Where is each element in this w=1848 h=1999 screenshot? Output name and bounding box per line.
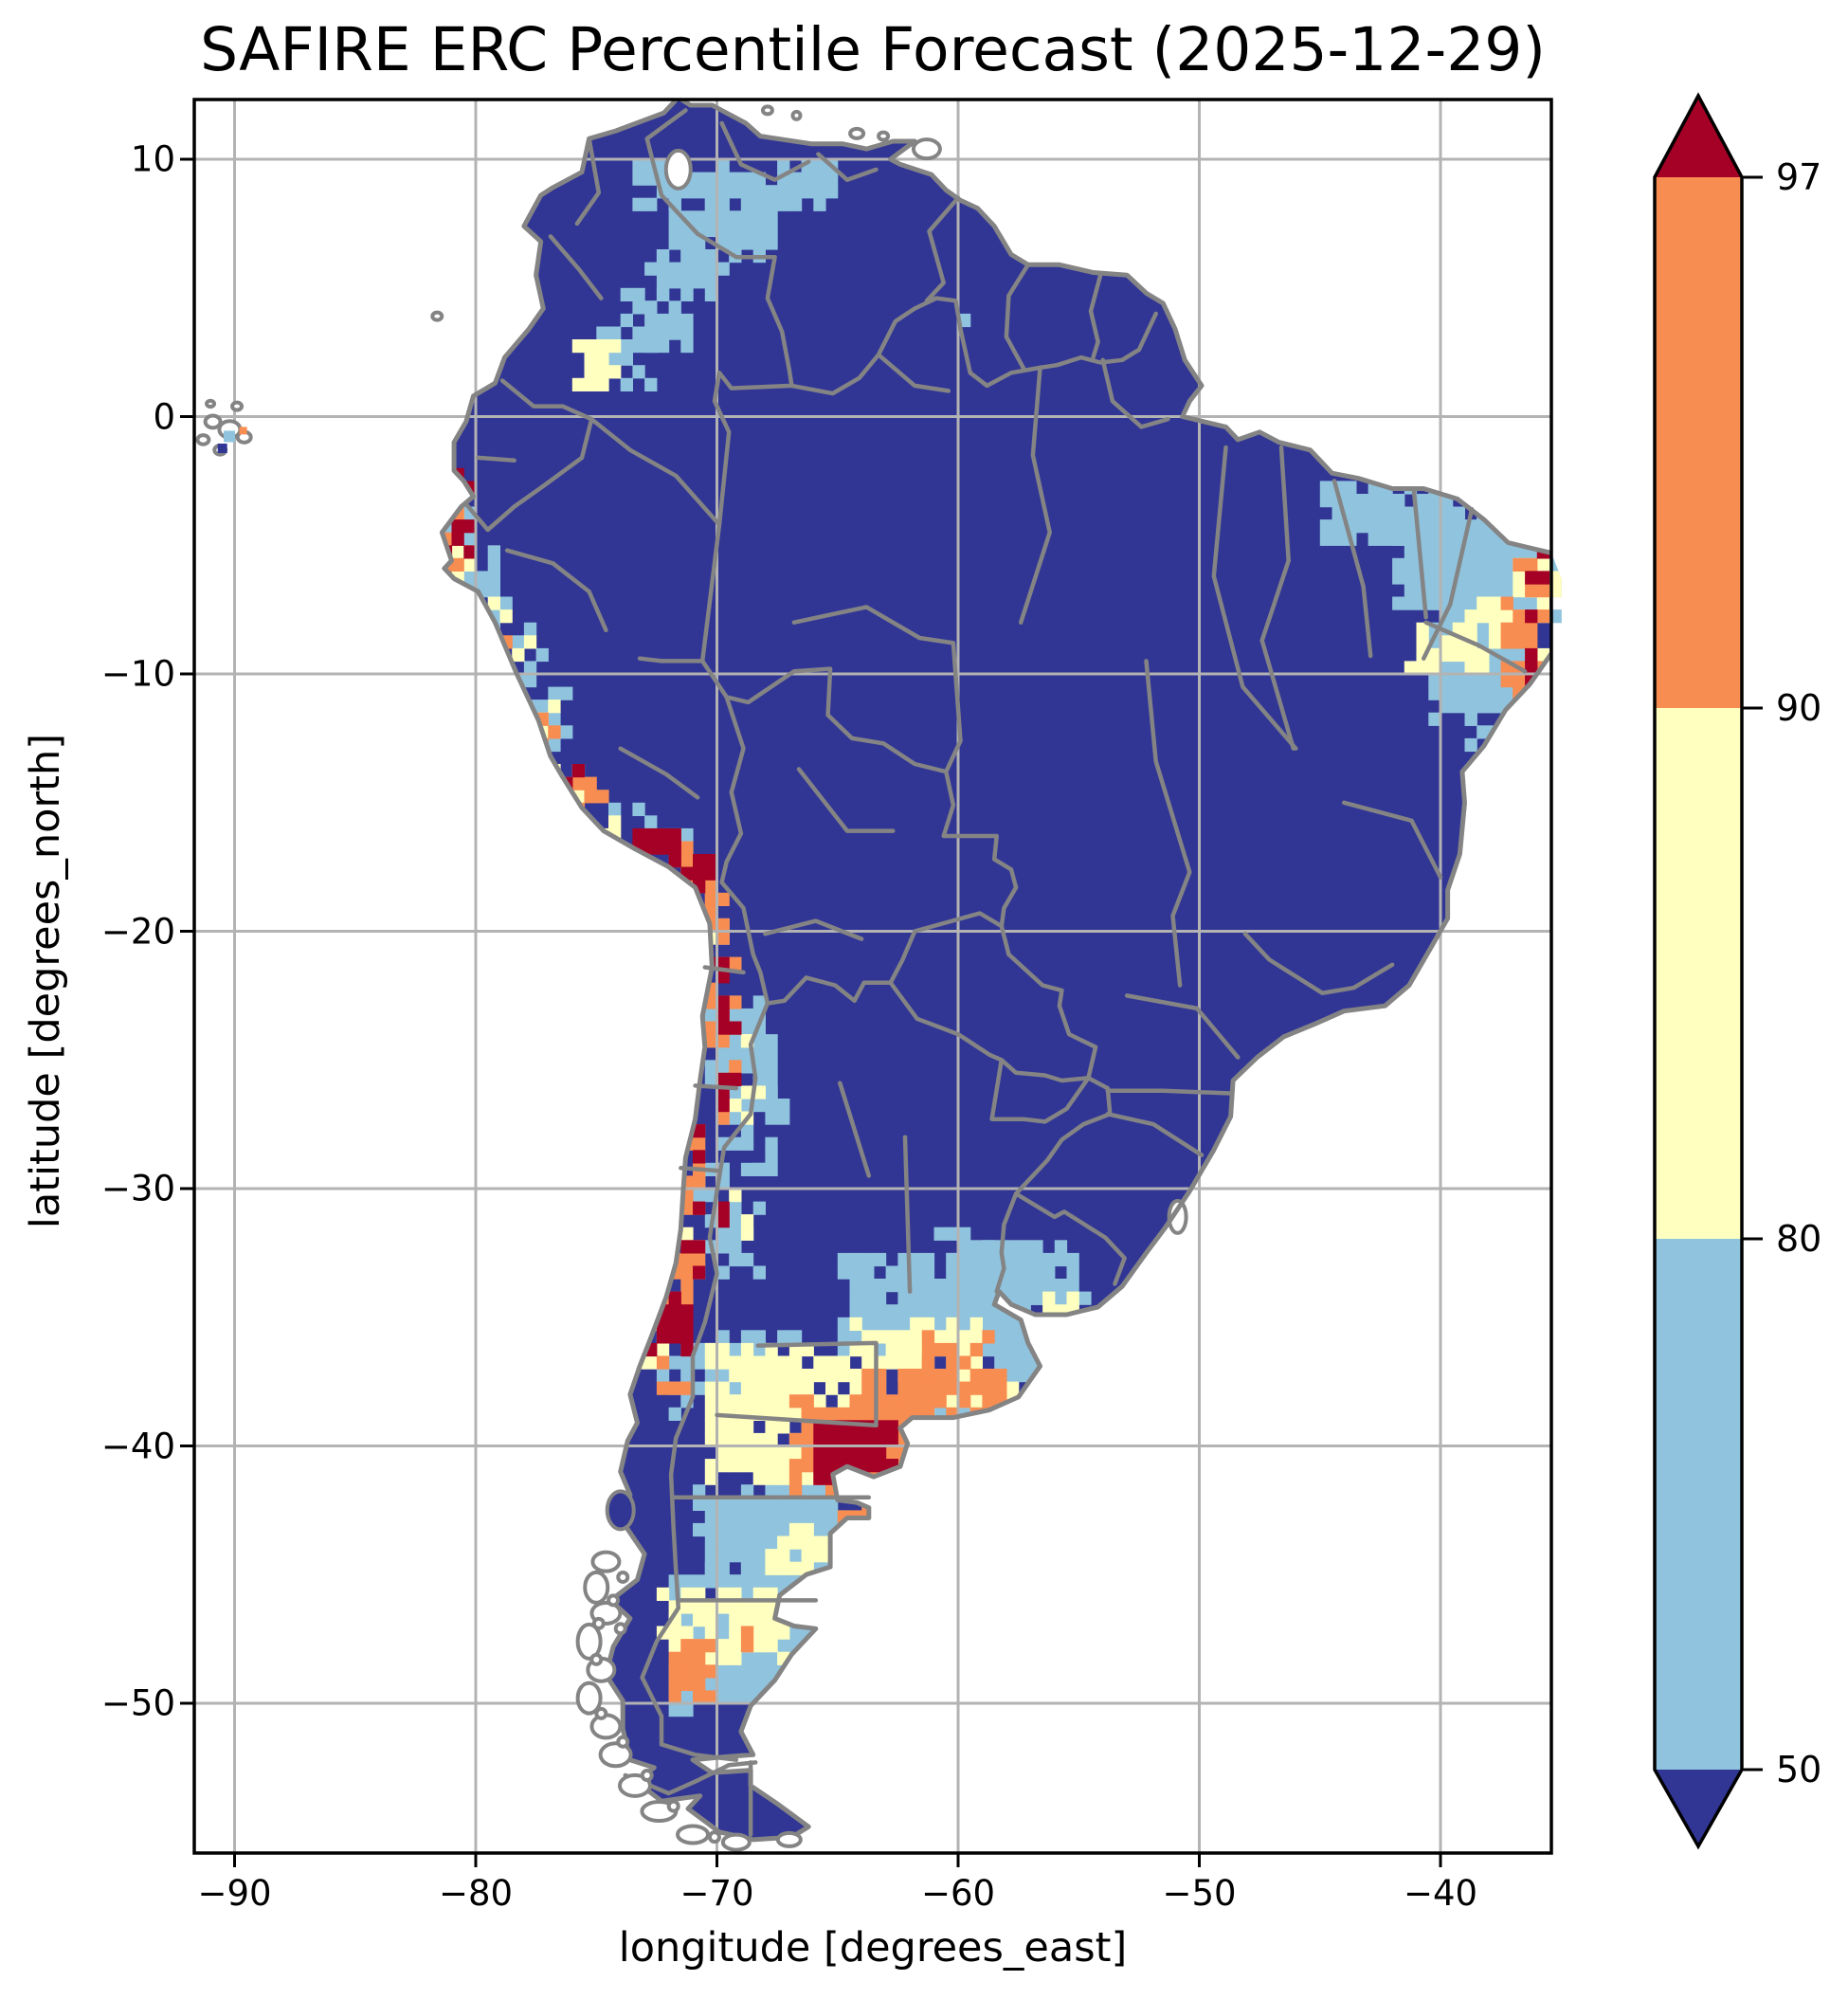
islands [195, 104, 942, 1852]
lagoons [663, 148, 1188, 1235]
colorbar-tick-label: 50 [1776, 1749, 1822, 1790]
x-tick-label: −80 [438, 1873, 514, 1914]
x-tick-label: −60 [920, 1873, 996, 1914]
x-tick-label: −90 [197, 1873, 272, 1914]
axes-frame [180, 98, 1553, 1867]
colorbar-tick-label: 90 [1776, 687, 1822, 729]
x-axis-label: longitude [degrees_east] [618, 1924, 1128, 1972]
y-tick-label: −30 [100, 1168, 175, 1209]
colorbar-tick-label: 80 [1776, 1218, 1822, 1260]
percentile-cells [442, 159, 1562, 1717]
chart-title: SAFIRE ERC Percentile Forecast (2025-12-… [200, 15, 1546, 84]
colorbar-tick-label: 97 [1776, 156, 1822, 198]
x-tick-label: −40 [1403, 1873, 1478, 1914]
x-tick-label: −50 [1162, 1873, 1237, 1914]
coastline [439, 100, 1551, 1843]
y-tick-label: −40 [100, 1426, 175, 1466]
y-tick-label: −50 [100, 1682, 175, 1724]
y-tick-label: 10 [130, 138, 175, 180]
admin-borders [463, 108, 1528, 1837]
y-tick-label: 0 [153, 396, 175, 437]
colorbar [1653, 92, 1763, 1850]
y-tick-label: −20 [100, 911, 175, 952]
x-tick-label: −70 [679, 1873, 754, 1914]
y-tick-label: −10 [100, 653, 175, 695]
